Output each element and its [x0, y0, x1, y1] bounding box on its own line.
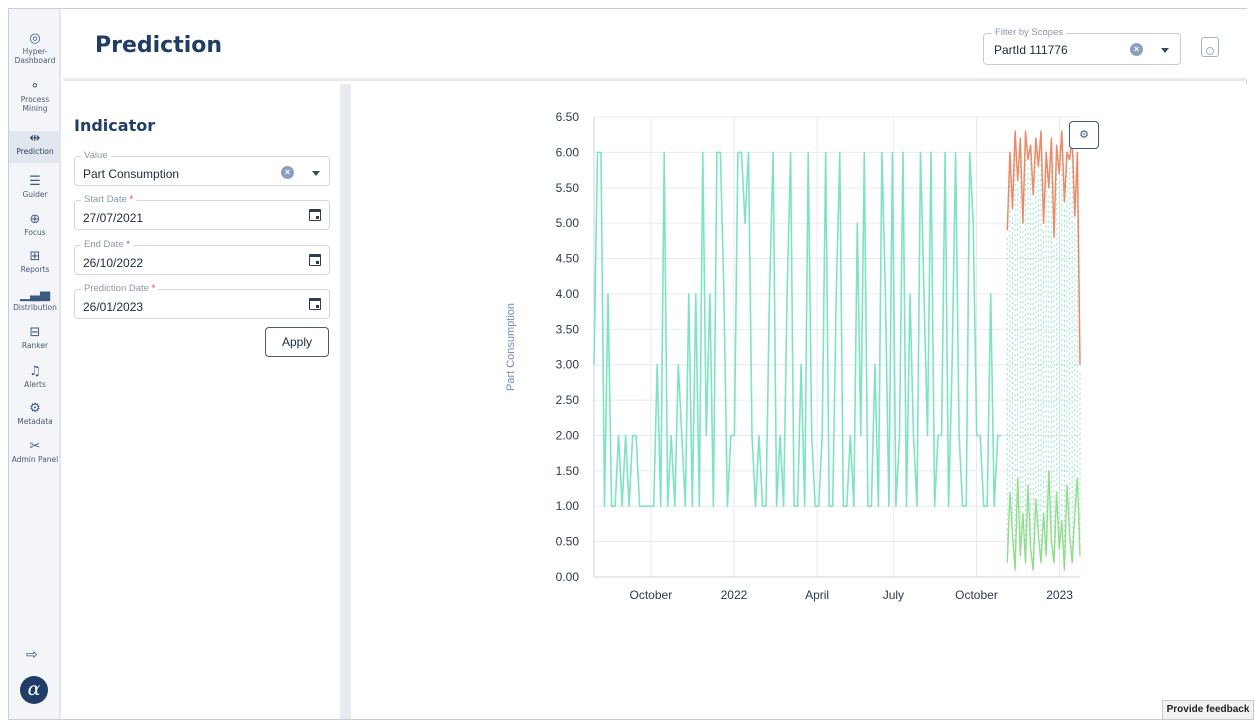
value-text: Part Consumption	[83, 167, 180, 181]
sidebar-item-hyper--dashboard[interactable]: ◎ Hyper- Dashboard	[9, 31, 61, 65]
lower-bound-series-line	[1006, 470, 1081, 571]
y-tick-label: 4.50	[556, 252, 580, 266]
x-tick-label: 2022	[721, 588, 748, 602]
sidebar-item-label: Process Mining	[20, 95, 50, 113]
alpha-logo: α	[20, 676, 48, 704]
sidebar-item-metadata[interactable]: ⚙ Metadata	[9, 401, 61, 431]
y-tick-label: 6.00	[556, 145, 580, 159]
x-tick-label: July	[883, 588, 904, 602]
y-tick-label: 2.50	[556, 393, 580, 407]
reports-icon: ⊞	[29, 249, 41, 264]
value-select[interactable]: Value Part Consumption ×	[74, 150, 330, 186]
y-tick-label: 1.00	[556, 499, 580, 513]
y-tick-label: 3.00	[556, 358, 580, 372]
y-tick-label: 5.50	[556, 181, 580, 195]
prediction-icon: ⇹	[29, 131, 41, 146]
dashboard-icon: ◎	[29, 31, 41, 46]
x-tick-label: 2023	[1046, 588, 1073, 602]
guider-icon: ☰	[29, 174, 41, 189]
sidebar-item-label: Focus	[24, 228, 46, 237]
sidebar-item-label: Ranker	[21, 341, 49, 350]
end-date-value: 26/10/2022	[83, 256, 144, 270]
sidebar-item-reports[interactable]: ⊞ Reports	[9, 249, 61, 279]
sidebar-item-admin-panel[interactable]: ✂ Admin Panel	[9, 439, 61, 469]
line-chart: 6.50 6.00 5.50 5.00 4.50 4.00 3.50 3.00 2.50 2.00…	[505, 110, 1081, 602]
save-icon[interactable]	[1201, 37, 1219, 57]
sidebar-item-label: Prediction	[16, 147, 54, 156]
sidebar-item-label: Reports	[20, 265, 50, 274]
distribution-icon: ▁▃▅	[20, 287, 50, 302]
y-tick-label: 5.00	[556, 216, 580, 230]
start-date-label: Start Date *	[81, 194, 137, 205]
panel-splitter[interactable]	[340, 84, 351, 719]
chart-area: 6.50 6.00 5.50 5.00 4.50 4.00 3.50 3.00 2.50 2.00…	[351, 84, 1247, 719]
ranker-icon: ⊟	[29, 325, 41, 340]
panel-title: Indicator	[74, 116, 156, 135]
scope-filter-value: PartId 111776	[994, 43, 1068, 57]
sidebar-item-ranker[interactable]: ⊟ Ranker	[9, 325, 61, 355]
x-tick-label: October	[630, 588, 673, 602]
sidebar-item-label: Hyper- Dashboard	[14, 47, 56, 65]
tools-icon: ✂	[29, 439, 41, 454]
prediction-date-field[interactable]: Prediction Date * 26/01/2023	[74, 283, 330, 319]
y-tick-label: 6.50	[556, 110, 580, 124]
value-label: Value	[81, 150, 111, 161]
start-date-field[interactable]: Start Date * 27/07/2021	[74, 194, 330, 230]
y-tick-label: 3.50	[556, 322, 580, 336]
y-tick-label: 2.00	[556, 428, 580, 442]
y-tick-label: 4.00	[556, 287, 580, 301]
indicator-panel: Indicator Value Part Consumption × Start…	[63, 84, 339, 719]
y-tick-label: 0.00	[556, 570, 580, 584]
page-title: Prediction	[95, 33, 223, 58]
prediction-date-value: 26/01/2023	[83, 300, 144, 314]
sidebar-nav: ◎ Hyper- Dashboard ⚬ Process Mining ⇹ Predict…	[9, 9, 61, 719]
page-header: Prediction Filter by Scopes PartId 11177…	[63, 9, 1247, 81]
sidebar-item-label: Guider	[22, 190, 48, 199]
scope-filter-select[interactable]: Filter by Scopes PartId 111776 ×	[983, 27, 1181, 65]
sidebar-item-distribution[interactable]: ▁▃▅ Distribution	[9, 287, 61, 317]
app-frame: ◎ Hyper- Dashboard ⚬ Process Mining ⇹ Predict…	[8, 8, 1247, 720]
x-tick-label: April	[805, 588, 829, 602]
clear-icon[interactable]: ×	[281, 166, 294, 179]
x-tick-label: October	[955, 588, 998, 602]
chart-settings-icon[interactable]: ⚙	[1069, 121, 1099, 149]
process-mining-icon: ⚬	[29, 79, 41, 94]
sidebar-item-label: Metadata	[17, 417, 53, 426]
sidebar-item-label: Admin Panel	[11, 455, 59, 464]
logout-icon[interactable]: ⇨	[26, 647, 38, 663]
sidebar-item-label: Distribution	[13, 303, 57, 312]
clear-icon[interactable]: ×	[1130, 43, 1143, 56]
chevron-down-icon[interactable]	[1161, 48, 1169, 53]
sidebar-item-focus[interactable]: ⊕ Focus	[9, 212, 61, 242]
sidebar-item-guider[interactable]: ☰ Guider	[9, 174, 61, 204]
chevron-down-icon[interactable]	[312, 171, 320, 176]
y-tick-label: 0.50	[556, 535, 580, 549]
prediction-date-label: Prediction Date *	[81, 283, 159, 294]
y-tick-label: 1.50	[556, 464, 580, 478]
provide-feedback-button[interactable]: Provide feedback	[1162, 700, 1254, 720]
calendar-icon[interactable]	[309, 298, 321, 310]
calendar-icon[interactable]	[309, 254, 321, 266]
focus-icon: ⊕	[29, 212, 41, 227]
start-date-value: 27/07/2021	[83, 211, 144, 225]
scope-filter-label: Filter by Scopes	[992, 27, 1067, 38]
gear-icon: ⚙	[29, 401, 41, 416]
sidebar-item-alerts[interactable]: ♫ Alerts	[9, 364, 61, 394]
sidebar-item-prediction[interactable]: ⇹ Prediction	[9, 131, 61, 163]
bell-icon: ♫	[29, 364, 41, 379]
sidebar-item-label: Alerts	[24, 380, 46, 389]
forecast-series-line	[1006, 130, 1081, 365]
end-date-field[interactable]: End Date * 26/10/2022	[74, 239, 330, 275]
y-axis-label: Part Consumption	[505, 303, 517, 391]
end-date-label: End Date *	[81, 239, 133, 250]
apply-button[interactable]: Apply	[265, 327, 329, 357]
calendar-icon[interactable]	[309, 209, 321, 221]
history-series-line	[593, 151, 1002, 507]
sidebar-item-process-mining[interactable]: ⚬ Process Mining	[9, 79, 61, 113]
